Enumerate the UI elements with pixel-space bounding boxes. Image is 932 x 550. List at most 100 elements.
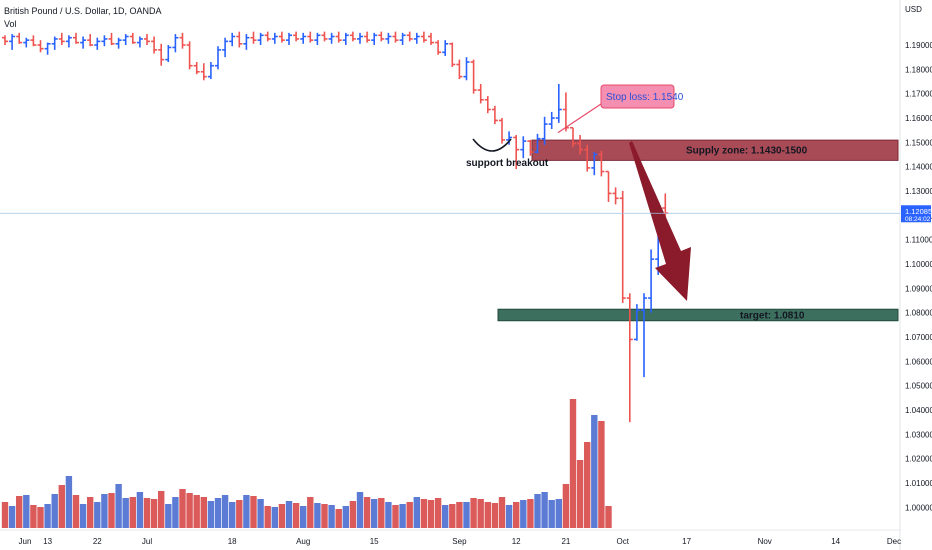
x-tick-label: Oct xyxy=(616,537,629,546)
ohlc-bar xyxy=(37,40,44,53)
volume-bar xyxy=(371,499,378,528)
volume-bar xyxy=(307,497,314,528)
ohlc-bar xyxy=(80,36,87,49)
ohlc-bar xyxy=(605,170,612,202)
volume-bar xyxy=(363,497,371,528)
ohlc-bar xyxy=(641,293,647,378)
y-tick-label: 1.19000 xyxy=(905,41,932,50)
ohlc-bar xyxy=(598,150,605,177)
ohlc-bar xyxy=(562,92,569,132)
volume-bar xyxy=(37,507,44,528)
x-axis: Jun 13 22 Jul 18 Aug 15 Sep 12 21 Oct 17 Nov 14 Dec xyxy=(0,529,901,546)
ohlc-bar xyxy=(23,37,30,48)
y-tick-label: 1.07000 xyxy=(905,333,932,342)
ohlc-bar xyxy=(200,63,207,81)
volume-bar xyxy=(520,500,527,528)
down-arrow[interactable] xyxy=(629,141,691,301)
x-tick-label: Nov xyxy=(758,537,772,546)
current-price-label: 1.12085 xyxy=(905,207,932,216)
volume-bar xyxy=(527,499,534,528)
ohlc-bar xyxy=(271,32,278,44)
ohlc-bar xyxy=(257,32,264,46)
zone-layer: Supply zone: 1.1430-1500 target: 1.0810 xyxy=(497,139,899,322)
volume-label: Vol xyxy=(4,19,17,29)
volume-bar xyxy=(321,504,328,528)
ohlc-bar xyxy=(236,31,243,48)
ohlc-bar xyxy=(499,118,505,144)
ohlc-bar xyxy=(648,249,655,313)
volume-bar xyxy=(30,505,37,528)
ohlc-bar xyxy=(165,45,172,63)
countdown-label: 08:24:02 xyxy=(905,216,931,223)
y-tick-label: 1.00000 xyxy=(905,503,932,512)
volume-bar xyxy=(399,504,406,528)
ohlc-bar xyxy=(243,34,250,50)
ohlc-bar xyxy=(2,35,8,46)
volume-bar xyxy=(16,496,23,528)
ohlc-bar xyxy=(144,34,150,46)
stop-loss-callout[interactable] xyxy=(600,84,675,109)
y-tick-label: 1.08000 xyxy=(905,309,932,318)
volume-bar xyxy=(79,504,87,528)
x-tick-label: 15 xyxy=(370,537,379,546)
volume-bar xyxy=(8,506,16,528)
y-tick-label: 1.13000 xyxy=(905,187,932,196)
volume-bar xyxy=(1,502,9,528)
ohlc-bar xyxy=(129,32,136,44)
volume-bar xyxy=(44,504,51,528)
annotation-layer: support breakout Stop loss: 1.1540 xyxy=(466,84,691,301)
ohlc-bar xyxy=(207,62,214,80)
volume-bar xyxy=(72,495,80,528)
volume-bar xyxy=(129,497,136,528)
volume-bar xyxy=(378,498,385,528)
ohlc-bar xyxy=(278,31,285,43)
volume-bar xyxy=(385,502,392,528)
ohlc-bar xyxy=(186,41,193,70)
volume-layer xyxy=(1,399,612,528)
ohlc-bar xyxy=(58,32,65,46)
ohlc-bar xyxy=(463,57,470,81)
ohlc-bar xyxy=(584,144,591,172)
ohlc-bar xyxy=(392,31,399,43)
volume-bar xyxy=(150,499,158,528)
volume-bar xyxy=(292,503,300,528)
ohlc-bar xyxy=(506,131,513,145)
volume-bar xyxy=(562,484,570,528)
ohlc-bar xyxy=(229,32,236,47)
volume-bar xyxy=(335,509,342,528)
ohlc-bar xyxy=(328,32,335,44)
y-tick-label: 1.04000 xyxy=(905,406,932,415)
support-arc xyxy=(472,138,512,152)
volume-bar xyxy=(236,500,243,528)
volume-bar xyxy=(186,493,193,528)
volume-bar xyxy=(534,494,541,528)
ohlc-bar xyxy=(108,32,115,46)
volume-bar xyxy=(342,506,349,528)
volume-bar xyxy=(51,494,58,528)
ohlc-bar xyxy=(364,31,371,43)
current-price-badge xyxy=(901,205,931,223)
ohlc-bar xyxy=(555,83,562,123)
volume-bar xyxy=(214,498,222,528)
y-tick-label: 1.03000 xyxy=(905,430,932,439)
ohlc-bar xyxy=(335,31,342,43)
target-zone-label: target: 1.0810 xyxy=(740,310,805,321)
supply-zone-box[interactable] xyxy=(531,139,899,161)
volume-bar xyxy=(300,506,307,528)
volume-bar xyxy=(278,504,286,528)
volume-bar xyxy=(264,506,271,528)
ohlc-bar xyxy=(534,133,541,154)
y-axis: USD 1.19000 1.18000 1.17000 1.16000 1.15000 1.… xyxy=(899,0,932,550)
ohlc-bar xyxy=(399,32,406,46)
ohlc-bar xyxy=(44,42,51,55)
volume-bar xyxy=(349,501,357,528)
target-zone-box[interactable] xyxy=(497,308,899,322)
volume-bar xyxy=(143,498,151,528)
volume-bar xyxy=(87,497,94,528)
volume-bar xyxy=(58,485,65,528)
volume-bar xyxy=(165,504,172,528)
ohlc-bar xyxy=(172,34,179,53)
x-tick-label: Aug xyxy=(296,537,310,546)
